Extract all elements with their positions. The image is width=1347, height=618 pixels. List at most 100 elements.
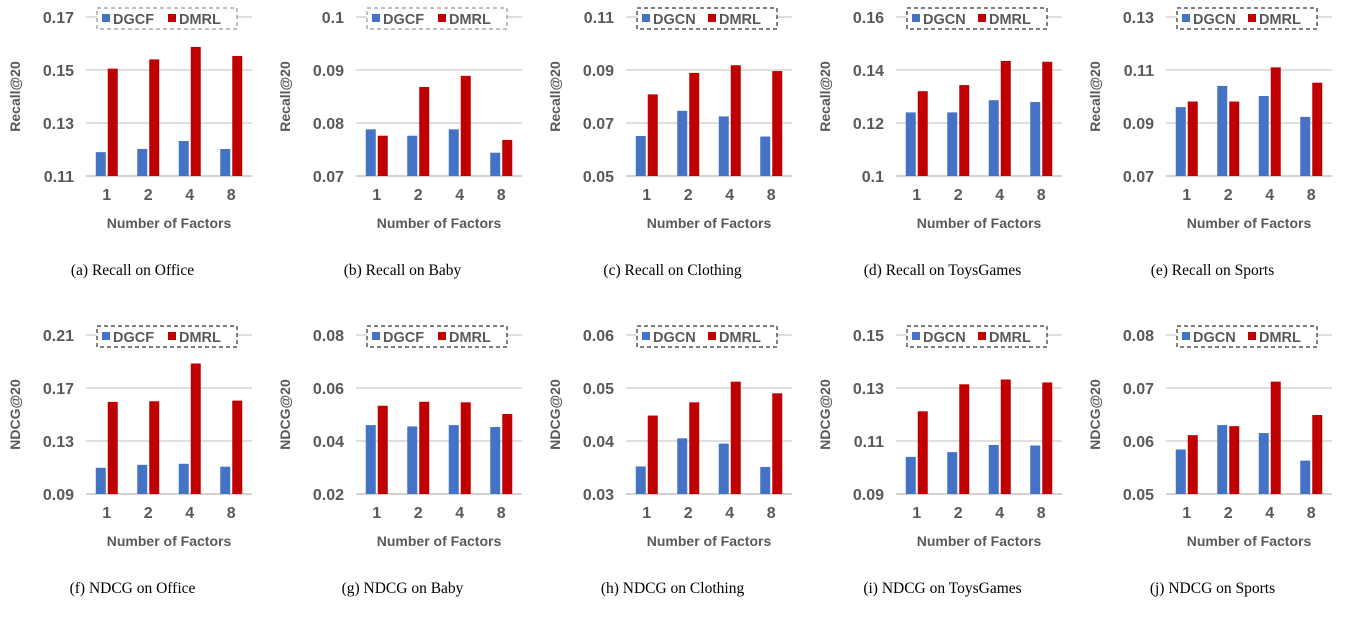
y-tick-label: 0.07 bbox=[1123, 169, 1154, 186]
bar-dgcf-4 bbox=[448, 129, 459, 176]
bar-dgcn-1 bbox=[635, 135, 646, 176]
x-tick-label: 8 bbox=[227, 505, 236, 522]
legend-swatch-dmrl bbox=[1248, 332, 1256, 340]
legend-label-dgcf: DGCF bbox=[113, 12, 154, 28]
x-axis-title: Number of Factors bbox=[377, 215, 502, 231]
y-tick-label: 0.1 bbox=[862, 169, 884, 186]
legend-label-dgcn: DGCN bbox=[1193, 330, 1236, 346]
bar-dmrl-1 bbox=[647, 94, 658, 176]
y-tick-label: 0.06 bbox=[1123, 434, 1154, 451]
x-tick-label: 2 bbox=[144, 187, 153, 204]
bar-dmrl-8 bbox=[772, 71, 783, 176]
y-tick-label: 0.11 bbox=[584, 10, 614, 27]
bar-dgcn-2 bbox=[947, 112, 958, 176]
chart-panel-d: 0.1 0.12 0.14 0.16 1 2 4 8 Number of Factors Reca… bbox=[810, 0, 1075, 300]
bar-dgcn-2 bbox=[1217, 425, 1228, 494]
bar-dmrl-8 bbox=[1042, 61, 1053, 176]
chart-panel-g: 0.02 0.04 0.06 0.08 1 2 4 8 Number of Factors NDC… bbox=[270, 318, 535, 618]
bar-dgcn-4 bbox=[718, 443, 729, 494]
bar-dgcn-2 bbox=[1217, 85, 1228, 176]
y-tick-label: 0.17 bbox=[43, 10, 74, 27]
bar-dmrl-2 bbox=[1229, 101, 1240, 176]
bar-dgcf-2 bbox=[407, 426, 418, 494]
x-tick-label: 4 bbox=[995, 505, 1004, 522]
legend-label-dgcf: DGCF bbox=[383, 330, 424, 346]
bar-dmrl-1 bbox=[1187, 101, 1198, 176]
bar-dmrl-2 bbox=[689, 72, 700, 176]
bar-dmrl-4 bbox=[730, 381, 741, 494]
bar-dmrl-2 bbox=[689, 402, 700, 494]
legend-label-dmrl: DMRL bbox=[179, 12, 221, 28]
y-axis-title: Recall@20 bbox=[547, 61, 563, 132]
x-axis-title: Number of Factors bbox=[917, 533, 1042, 549]
chart-svg-a: 0.11 0.13 0.15 0.17 1 2 4 8 Number of Factors Rec… bbox=[7, 7, 252, 231]
bar-dgcn-4 bbox=[1258, 433, 1269, 494]
x-tick-label: 2 bbox=[954, 187, 963, 204]
legend-swatch-dgcn bbox=[1182, 14, 1190, 22]
x-axis-title: Number of Factors bbox=[647, 215, 772, 231]
bar-dmrl-1 bbox=[377, 405, 388, 494]
bar-dgcn-4 bbox=[1258, 95, 1269, 176]
legend-swatch-dmrl bbox=[438, 332, 446, 340]
bar-dgcf-1 bbox=[365, 129, 376, 176]
bar-dgcn-4 bbox=[718, 116, 729, 176]
x-tick-label: 8 bbox=[1307, 187, 1316, 204]
legend: DGCN DMRL bbox=[906, 325, 1048, 348]
y-axis-title: Recall@20 bbox=[817, 61, 833, 132]
x-tick-label: 8 bbox=[1037, 505, 1046, 522]
subfigure-caption: (c) Recall on Clothing bbox=[603, 262, 742, 279]
bar-dgcf-1 bbox=[95, 152, 106, 176]
x-axis-title: Number of Factors bbox=[647, 533, 772, 549]
bar-dmrl-8 bbox=[232, 400, 243, 494]
x-tick-label: 1 bbox=[102, 505, 111, 522]
legend-swatch-dmrl bbox=[168, 14, 176, 22]
legend-swatch-dgcf bbox=[372, 14, 380, 22]
legend-swatch-dmrl bbox=[1248, 14, 1256, 22]
x-tick-label: 8 bbox=[1307, 505, 1316, 522]
y-tick-label: 0.02 bbox=[313, 487, 344, 504]
legend-label-dmrl: DMRL bbox=[1259, 330, 1301, 346]
bar-dmrl-8 bbox=[232, 55, 243, 176]
bar-dgcn-8 bbox=[1030, 445, 1041, 494]
bar-dgcf-8 bbox=[490, 426, 501, 494]
bar-dmrl-2 bbox=[149, 59, 160, 176]
x-tick-label: 8 bbox=[497, 187, 506, 204]
bar-dgcf-1 bbox=[95, 467, 106, 494]
bar-dgcf-8 bbox=[490, 152, 501, 176]
bar-dmrl-2 bbox=[959, 85, 970, 176]
chart-svg-h: 0.03 0.04 0.05 0.06 1 2 4 8 Number of Factors NDC… bbox=[547, 325, 792, 549]
x-tick-label: 8 bbox=[227, 187, 236, 204]
legend-label-dgcf: DGCF bbox=[113, 330, 154, 346]
y-tick-label: 0.09 bbox=[583, 63, 614, 80]
subfigure-caption: (h) NDCG on Clothing bbox=[600, 580, 745, 597]
bar-dgcn-2 bbox=[947, 452, 958, 494]
chart-panel-e: 0.07 0.09 0.11 0.13 1 2 4 8 Number of Factors Rec… bbox=[1080, 0, 1345, 300]
x-tick-label: 4 bbox=[995, 187, 1004, 204]
legend: DGCN DMRL bbox=[636, 325, 778, 348]
y-tick-label: 0.06 bbox=[583, 328, 614, 345]
legend: DGCF DMRL bbox=[96, 325, 238, 348]
legend: DGCN DMRL bbox=[906, 7, 1048, 30]
y-tick-label: 0.21 bbox=[43, 328, 74, 345]
legend-label-dmrl: DMRL bbox=[449, 330, 491, 346]
y-axis-title: Recall@20 bbox=[1087, 61, 1103, 132]
y-tick-label: 0.17 bbox=[43, 381, 74, 398]
bar-dgcn-1 bbox=[905, 112, 916, 176]
chart-panel-b: 0.07 0.08 0.09 0.1 1 2 4 8 Number of Factors Reca… bbox=[270, 0, 535, 300]
y-tick-label: 0.15 bbox=[853, 328, 884, 345]
bar-dgcn-1 bbox=[1175, 449, 1186, 494]
legend-swatch-dgcf bbox=[102, 14, 110, 22]
y-axis-title: NDCG@20 bbox=[547, 379, 563, 450]
y-tick-label: 0.07 bbox=[313, 169, 344, 186]
y-tick-label: 0.14 bbox=[853, 63, 884, 80]
chart-svg-d: 0.1 0.12 0.14 0.16 1 2 4 8 Number of Factors Reca… bbox=[817, 7, 1062, 231]
legend-swatch-dgcn bbox=[642, 332, 650, 340]
subfigure-caption: (j) NDCG on Sports bbox=[1149, 580, 1276, 597]
legend-box bbox=[366, 325, 508, 348]
x-tick-label: 1 bbox=[642, 505, 651, 522]
x-tick-label: 1 bbox=[372, 187, 381, 204]
legend-swatch-dgcn bbox=[912, 332, 920, 340]
legend-label-dgcn: DGCN bbox=[653, 12, 696, 28]
x-tick-label: 1 bbox=[372, 505, 381, 522]
